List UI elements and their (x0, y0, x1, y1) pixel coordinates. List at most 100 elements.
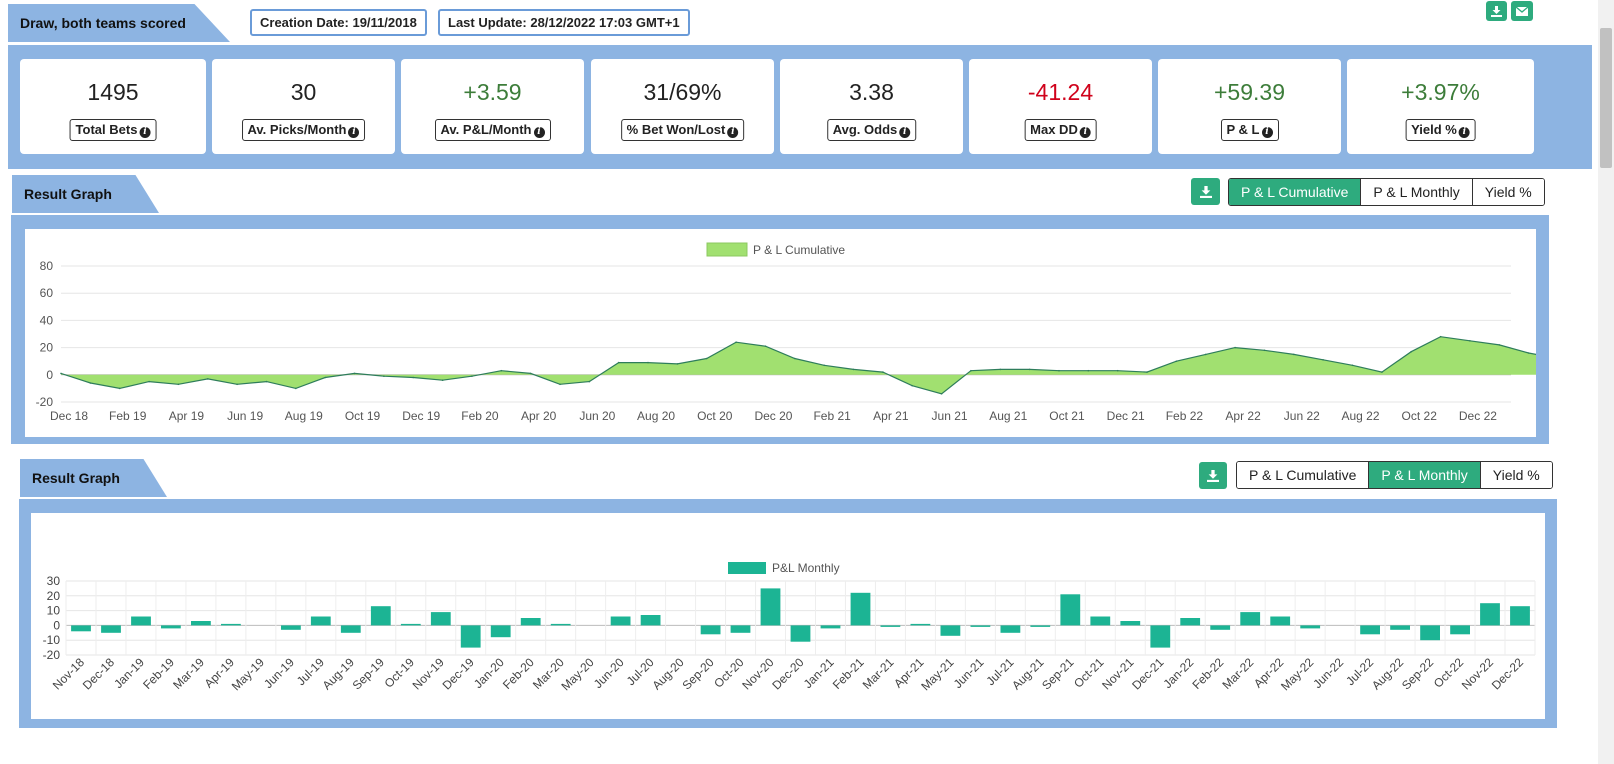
stat-label-text: Yield % (1411, 122, 1457, 137)
bar (370, 606, 391, 626)
graph1-panel: -20 0 20 40 60 80 Dec 18 Feb 19 Apr 19 Jun 19 Aug … (11, 215, 1614, 444)
x-tick-label: Feb-20 (500, 655, 537, 692)
info-icon[interactable]: i (533, 127, 545, 138)
x-tick-label: Sep-19 (350, 655, 387, 692)
stat-label[interactable]: Av. Picks/Month i (241, 119, 366, 141)
y-tick-label: 40 (40, 313, 54, 327)
email-button[interactable] (1511, 1, 1533, 21)
bar (760, 588, 781, 626)
x-tick-label: Jun-21 (951, 655, 987, 691)
y-tick-label: -20 (36, 395, 54, 409)
stat-label[interactable]: Max DD i (1024, 119, 1097, 141)
x-tick-label: Feb-22 (1190, 655, 1227, 692)
series-line (60, 336, 1614, 395)
x-tick-label: Dec-19 (440, 655, 477, 692)
data-point (353, 372, 356, 375)
info-icon[interactable]: i (1458, 127, 1470, 138)
x-tick-label: Nov-19 (410, 655, 447, 692)
y-tick-label: 80 (40, 259, 54, 273)
bar (1150, 625, 1171, 648)
data-point (177, 383, 180, 386)
bar (1390, 625, 1410, 630)
bar (790, 625, 811, 642)
data-point (1439, 335, 1442, 338)
download-icon (1207, 469, 1219, 482)
x-tick-label: Dec 20 (754, 409, 792, 423)
stat-label-text: Av. P&L/Month (440, 122, 532, 137)
info-icon[interactable]: i (1261, 127, 1273, 138)
data-point (1410, 350, 1412, 353)
x-tick-label: Jun-20 (591, 655, 627, 691)
y-tick-label: -20 (43, 648, 61, 662)
stat-label[interactable]: % Bet Won/Lost i (620, 119, 745, 141)
info-icon[interactable]: i (899, 127, 911, 138)
bar (460, 625, 481, 648)
stat-label[interactable]: Avg. Odds i (826, 119, 917, 141)
stat-label[interactable]: Total Bets i (69, 119, 157, 141)
x-tick-label: Jun 22 (1284, 409, 1320, 423)
creation-date-badge: Creation Date: 19/11/2018 (250, 9, 427, 36)
x-tick-label: Jan-19 (111, 655, 147, 691)
legend-swatch (728, 562, 766, 574)
data-point (794, 357, 796, 360)
info-icon[interactable]: i (139, 127, 151, 138)
info-icon[interactable]: i (727, 127, 739, 138)
download-icon (1199, 185, 1212, 198)
x-tick-label: Aug-22 (1369, 655, 1406, 692)
info-icon[interactable]: i (348, 127, 360, 138)
graph1-download-button[interactable] (1191, 178, 1220, 205)
graph2-panel: -20 -10 0 10 20 30 Nov-18 Dec-18 Jan-19 Feb-19 Mar… (19, 499, 1557, 728)
download-button[interactable] (1486, 1, 1507, 21)
y-tick-label: 0 (46, 368, 53, 382)
tab-cumulative[interactable]: P & L Cumulative (1237, 462, 1369, 488)
bar (880, 625, 901, 627)
scrollbar-thumb[interactable] (1600, 28, 1612, 168)
x-tick-label: Apr 22 (1225, 409, 1261, 423)
bar (1120, 621, 1141, 626)
x-tick-label: Jun 21 (932, 409, 968, 423)
stat-value: +59.39 (1214, 79, 1285, 105)
y-tick-label: 10 (47, 604, 61, 618)
bar (820, 625, 841, 629)
data-point (1087, 369, 1090, 372)
envelope-icon (1516, 6, 1528, 16)
x-tick-label: Feb-21 (830, 655, 867, 692)
bar (640, 615, 661, 626)
bar (700, 625, 721, 635)
tab-cumulative[interactable]: P & L Cumulative (1229, 179, 1361, 205)
stats-panel: 1495 Total Bets i 30 Av. Picks/Month i +3.59 Av… (8, 45, 1592, 169)
graph2-download-button[interactable] (1199, 462, 1227, 489)
data-point (1175, 360, 1178, 362)
bar (490, 625, 511, 638)
stat-label[interactable]: Av. P&L/Month i (434, 119, 551, 141)
stat-card: 3.38 Avg. Odds i (780, 59, 963, 154)
x-tick-label: Jun 20 (579, 409, 615, 423)
bar (1240, 612, 1261, 626)
bar (281, 625, 301, 630)
bar (340, 625, 361, 633)
bar (1420, 625, 1440, 641)
stat-value: +3.97% (1401, 79, 1480, 105)
x-tick-label: Oct 19 (345, 409, 381, 423)
data-point (1498, 344, 1501, 346)
bar (520, 618, 541, 626)
tab-monthly[interactable]: P & L Monthly (1368, 462, 1480, 488)
tab-yield[interactable]: Yield % (1479, 462, 1552, 488)
graph2-tabs: P & L Cumulative P & L Monthly Yield % (1236, 461, 1553, 489)
x-tick-label: Apr 21 (873, 409, 909, 423)
bar (1270, 616, 1291, 626)
x-tick-label: May-20 (559, 655, 597, 693)
x-tick-label: Aug-20 (649, 655, 686, 692)
x-tick-label: Aug 19 (285, 409, 323, 423)
x-tick-label: Dec 18 (50, 409, 88, 423)
tab-yield[interactable]: Yield % (1471, 179, 1544, 205)
page-scrollbar[interactable] (1598, 0, 1614, 764)
info-icon[interactable]: i (1079, 127, 1091, 138)
data-point (1028, 368, 1031, 371)
tab-monthly[interactable]: P & L Monthly (1360, 179, 1472, 205)
data-point (1351, 364, 1354, 367)
stat-label[interactable]: Yield % i (1405, 119, 1476, 141)
bar (1030, 625, 1051, 627)
